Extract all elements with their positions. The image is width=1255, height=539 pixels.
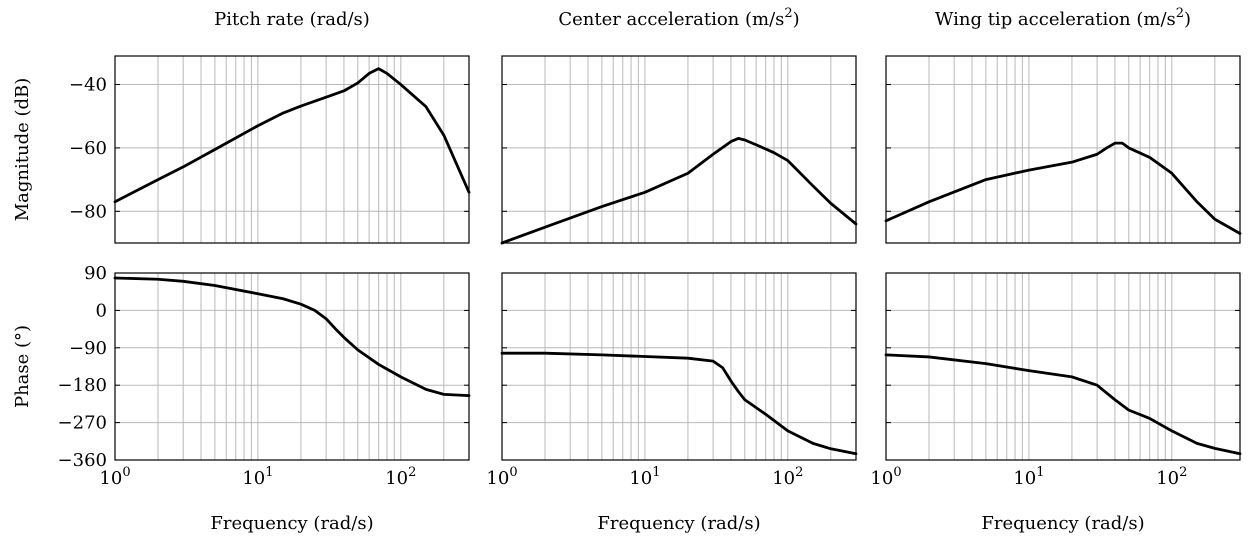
series-line [884,353,1242,456]
panel-phase-2: 100 101 102 [486,272,858,489]
series-line [113,276,471,397]
y-tick-label: −60 [69,138,107,159]
x-axis-label: Frequency (rad/s) [597,513,760,534]
series-line [500,351,858,456]
panel-frame [885,55,1241,244]
y-tick-label: 0 [96,300,107,321]
series-line [500,137,858,245]
column-title: Pitch rate (rad/s) [214,9,370,30]
panel-frame [114,55,470,244]
y-tick-label: −90 [69,338,107,359]
y-axis-label: Phase (°) [12,325,33,408]
panel-frame [501,272,857,461]
panel-frame [885,272,1241,461]
column-title: Center acceleration (m/s2) [558,6,799,30]
x-axis-label: Frequency (rad/s) [210,513,373,534]
x-tick-label: 102 [772,465,803,489]
panel-magnitude-2 [500,55,858,245]
x-tick-label: 100 [99,465,130,489]
panel-magnitude-3 [884,55,1242,244]
y-tick-label: −270 [58,413,107,434]
y-tick-label: −180 [58,375,107,396]
x-tick-label: 101 [629,465,660,489]
panel-magnitude-1: −40 −60 −80 [69,55,471,244]
y-axis-label: Magnitude (dB) [12,78,33,222]
x-tick-label: 101 [242,465,273,489]
x-tick-label: 101 [1013,465,1044,489]
y-tick-label: −40 [69,75,107,96]
y-tick-label: −360 [58,450,107,471]
panel-phase-3: 100 101 102 [870,272,1242,489]
column-title: Wing tip acceleration (m/s2) [935,6,1191,30]
panel-frame [114,272,470,461]
y-tick-label: −80 [69,201,107,222]
y-tick-label: 90 [84,263,107,284]
x-tick-label: 102 [1156,465,1187,489]
panel-frame [501,55,857,244]
x-axis-label: Frequency (rad/s) [981,513,1144,534]
x-tick-label: 100 [870,465,901,489]
x-tick-label: 102 [385,465,416,489]
x-tick-label: 100 [486,465,517,489]
series-line [884,141,1242,235]
series-line [113,67,471,204]
